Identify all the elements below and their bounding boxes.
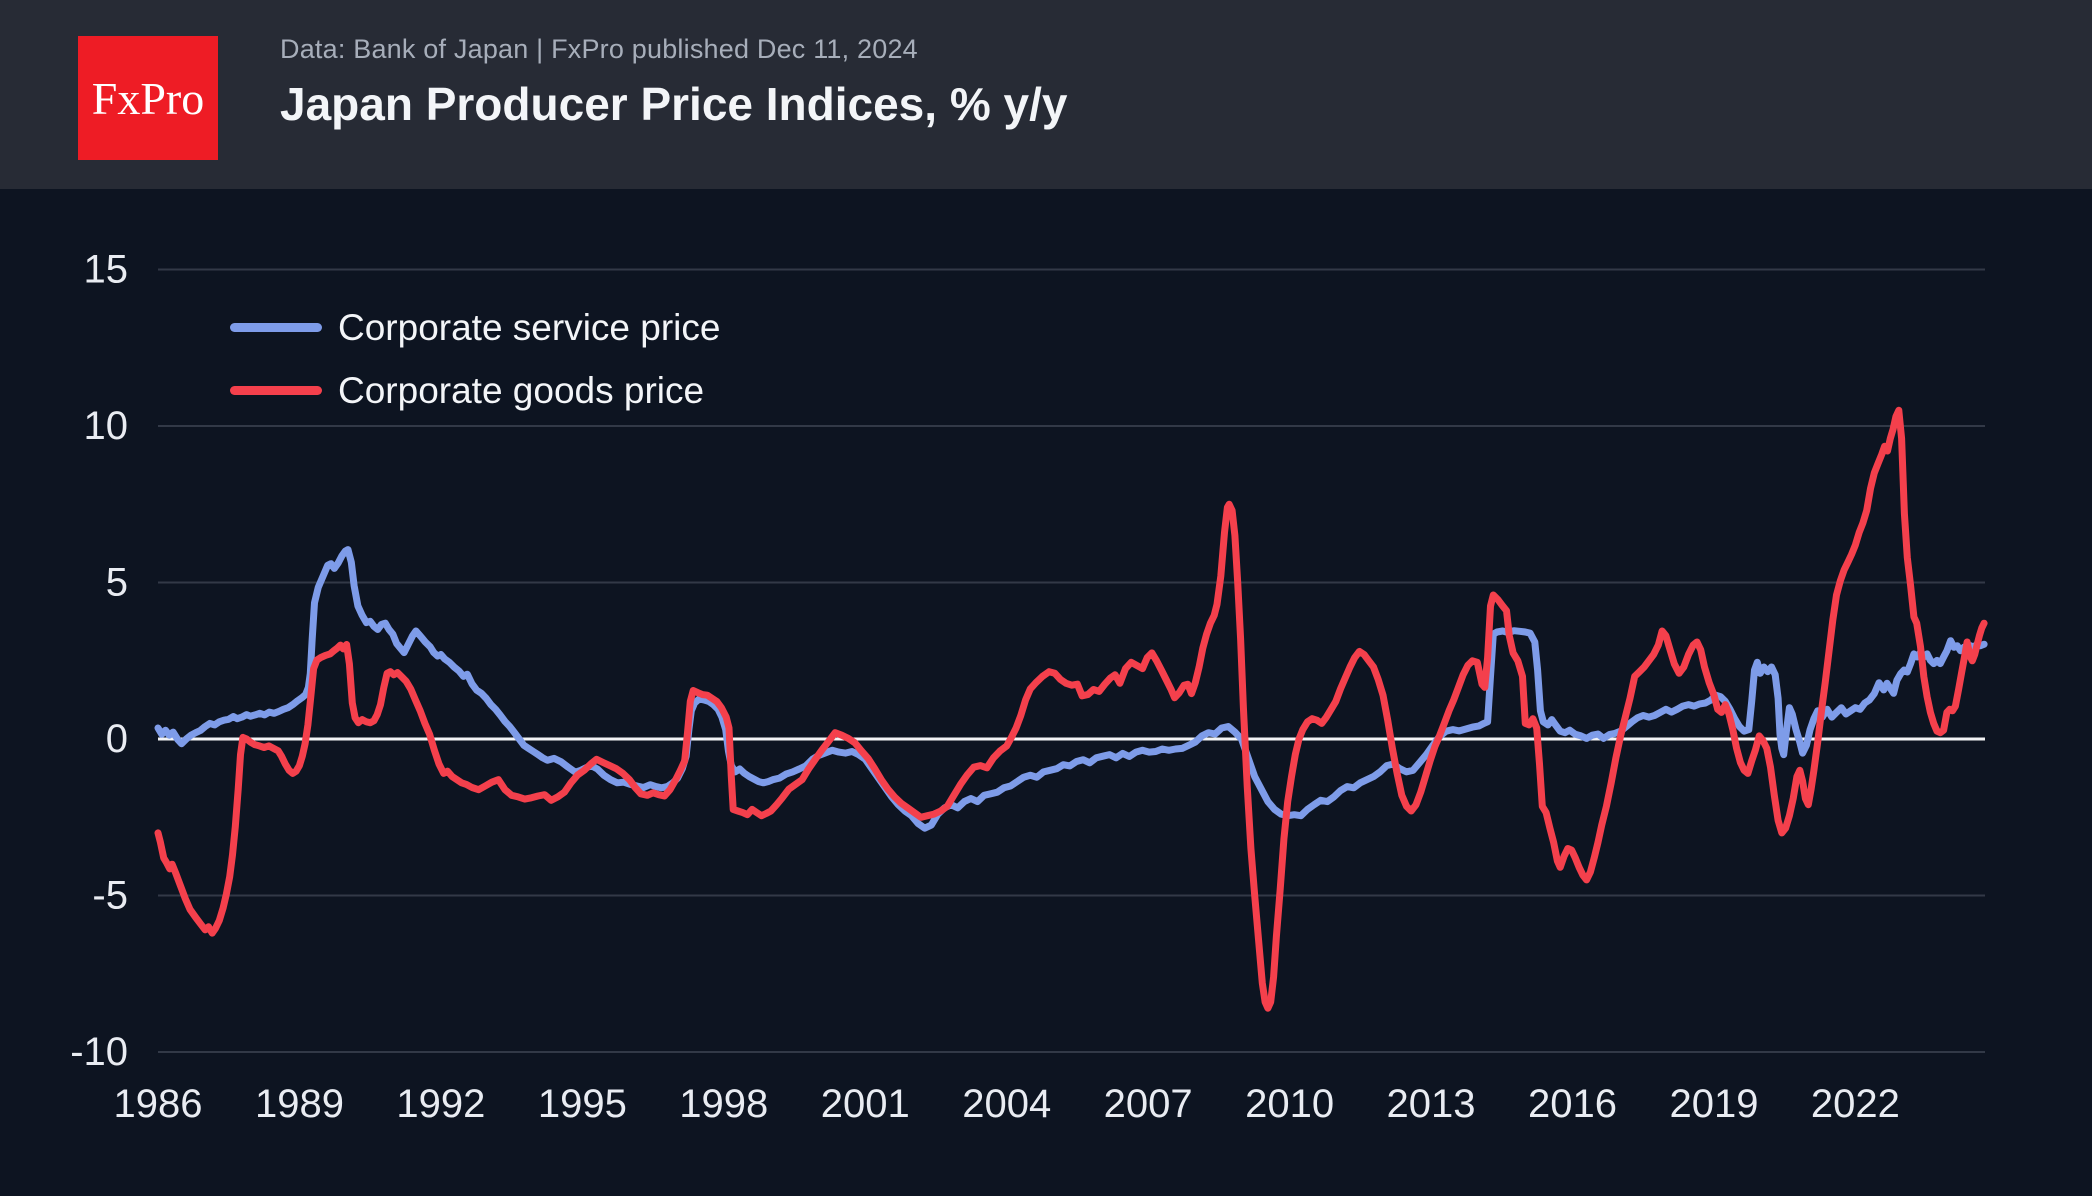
y-axis-labels: 15 10 5 0 -5 -10	[70, 248, 128, 1075]
y-tick-label--5: -5	[92, 874, 128, 918]
page-title: Japan Producer Price Indices, % y/y	[280, 78, 1068, 130]
x-tick-label-2022: 2022	[1811, 1082, 1900, 1126]
legend-item-service-price: Corporate service price	[230, 296, 720, 359]
x-tick-label-2010: 2010	[1245, 1082, 1334, 1126]
y-tick-label-0: 0	[106, 717, 128, 761]
legend-label-service-price: Corporate service price	[338, 306, 721, 348]
header-text-block: Data: Bank of Japan | FxPro published De…	[280, 34, 1067, 131]
y-tick-label-10: 10	[84, 404, 129, 448]
x-tick-label-1998: 1998	[679, 1082, 768, 1126]
x-tick-label-2016: 2016	[1528, 1082, 1617, 1126]
x-tick-label-1992: 1992	[396, 1082, 485, 1126]
y-tick-label-5: 5	[106, 561, 128, 605]
x-tick-label-2019: 2019	[1669, 1082, 1758, 1126]
y-tick-label-15: 15	[84, 248, 129, 292]
legend-label-goods-price: Corporate goods price	[338, 369, 705, 411]
series-line-service-price	[154, 546, 1988, 832]
x-tick-label-2001: 2001	[821, 1082, 910, 1126]
x-axis-labels: 1986 1989 1992 1995 1998 2001 2004 2007 2010 2013…	[114, 1082, 1900, 1126]
legend-swatch-service-price-icon	[230, 323, 322, 332]
legend-swatch-goods-price-icon	[230, 386, 322, 395]
fxpro-logo: FxPro	[78, 36, 218, 160]
gridlines	[158, 268, 1985, 1053]
x-tick-label-2007: 2007	[1104, 1082, 1193, 1126]
x-tick-label-1989: 1989	[255, 1082, 344, 1126]
series-lines	[154, 406, 1988, 1012]
fxpro-logo-text: FxPro	[91, 72, 205, 124]
header-bar: FxPro Data: Bank of Japan | FxPro publis…	[0, 0, 2092, 189]
x-tick-label-2004: 2004	[962, 1082, 1051, 1126]
series-line-goods-price	[154, 406, 1988, 1012]
legend-item-goods-price: Corporate goods price	[230, 359, 720, 422]
data-source-line: Data: Bank of Japan | FxPro published De…	[280, 34, 918, 64]
y-tick-label--10: -10	[70, 1030, 128, 1074]
x-tick-label-1995: 1995	[538, 1082, 627, 1126]
x-tick-label-2013: 2013	[1387, 1082, 1476, 1126]
chart-legend: Corporate service price Corporate goods …	[230, 296, 720, 422]
x-tick-label-1986: 1986	[114, 1082, 203, 1126]
